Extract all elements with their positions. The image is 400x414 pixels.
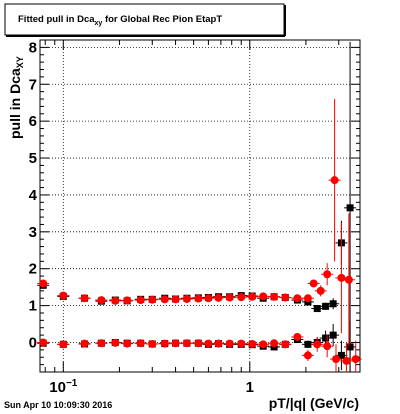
y-tick-label: 5: [29, 150, 37, 167]
axis-ticks: [40, 39, 360, 373]
data-point: [204, 294, 213, 303]
data-point: [182, 339, 191, 348]
data-point: [337, 351, 345, 359]
data-point: [329, 331, 337, 339]
data-point: [309, 279, 318, 288]
chart-title-box: Fitted pull in Dcaxy for Global Rec Pion…: [4, 3, 286, 37]
data-point: [323, 342, 332, 351]
data-point: [194, 339, 203, 348]
data-point: [123, 339, 132, 348]
data-point: [237, 293, 246, 302]
data-point: [237, 339, 246, 348]
data-point: [80, 294, 89, 303]
x-axis-title: pT/|q| (GeV/c): [269, 395, 359, 411]
data-point: [123, 296, 132, 305]
grid: [40, 40, 360, 372]
series-1: [37, 41, 357, 372]
data-points: [37, 41, 362, 372]
data-point: [97, 296, 106, 305]
plot-frame: [39, 39, 361, 373]
data-point: [171, 339, 180, 348]
data-point: [270, 339, 279, 348]
data-point: [248, 292, 257, 301]
data-point: [204, 339, 213, 348]
y-tick-label: 7: [29, 76, 37, 93]
chart-title: Fitted pull in Dcaxy for Global Rec Pion…: [18, 14, 222, 27]
data-point: [214, 293, 223, 302]
data-point: [225, 293, 234, 302]
data-point: [281, 340, 290, 349]
y-tick-label: 3: [29, 224, 37, 241]
data-point: [329, 300, 337, 308]
data-point: [293, 294, 302, 303]
x-tick-label: 10−1: [49, 378, 78, 396]
data-point: [351, 355, 360, 364]
y-tick-label: 4: [29, 187, 38, 204]
data-point: [80, 339, 89, 348]
data-point: [270, 292, 279, 301]
data-point: [148, 339, 157, 348]
data-point: [248, 339, 257, 348]
data-point: [322, 302, 330, 310]
data-point: [346, 204, 354, 212]
data-point: [313, 340, 322, 349]
data-point: [39, 279, 48, 288]
series-2: [37, 99, 362, 372]
timestamp: Sun Apr 10 10:09:30 2016: [4, 400, 112, 410]
data-point: [313, 305, 321, 313]
data-point: [59, 340, 68, 349]
data-point: [330, 176, 339, 185]
data-point: [342, 356, 351, 365]
data-point: [111, 296, 120, 305]
data-point: [304, 340, 312, 348]
y-tick-label: 2: [29, 261, 37, 278]
data-point: [293, 332, 302, 341]
y-tick-labels: 0 1 2 3 4 5 6 7 8: [29, 39, 38, 351]
data-point: [259, 292, 268, 301]
y-tick-label: 0: [29, 334, 37, 351]
data-point: [97, 339, 106, 348]
data-point: [136, 296, 145, 305]
data-point: [171, 295, 180, 304]
data-point: [316, 286, 325, 295]
data-point: [214, 339, 223, 348]
data-point: [182, 294, 191, 303]
data-point: [322, 334, 330, 342]
data-point: [303, 351, 312, 360]
x-tick-label: 1: [246, 379, 254, 396]
y-tick-label: 1: [29, 298, 37, 315]
data-point: [337, 273, 346, 282]
data-point: [111, 338, 120, 347]
data-point: [160, 339, 169, 348]
data-point: [346, 343, 354, 351]
data-point: [323, 270, 332, 279]
data-point: [160, 295, 169, 304]
x-tick-labels: 10−1 1: [49, 378, 254, 396]
data-point: [136, 339, 145, 348]
data-point: [194, 294, 203, 303]
data-point: [148, 295, 157, 304]
data-point: [259, 340, 268, 349]
data-point: [344, 275, 353, 284]
data-point: [303, 294, 312, 303]
data-point: [225, 339, 234, 348]
data-point: [39, 338, 48, 347]
y-axis-title: pull in DcaXY: [7, 56, 25, 139]
y-tick-label: 6: [29, 113, 37, 130]
data-point: [281, 293, 290, 302]
y-tick-label: 8: [29, 39, 37, 56]
data-point: [59, 291, 68, 300]
data-point: [332, 355, 341, 364]
